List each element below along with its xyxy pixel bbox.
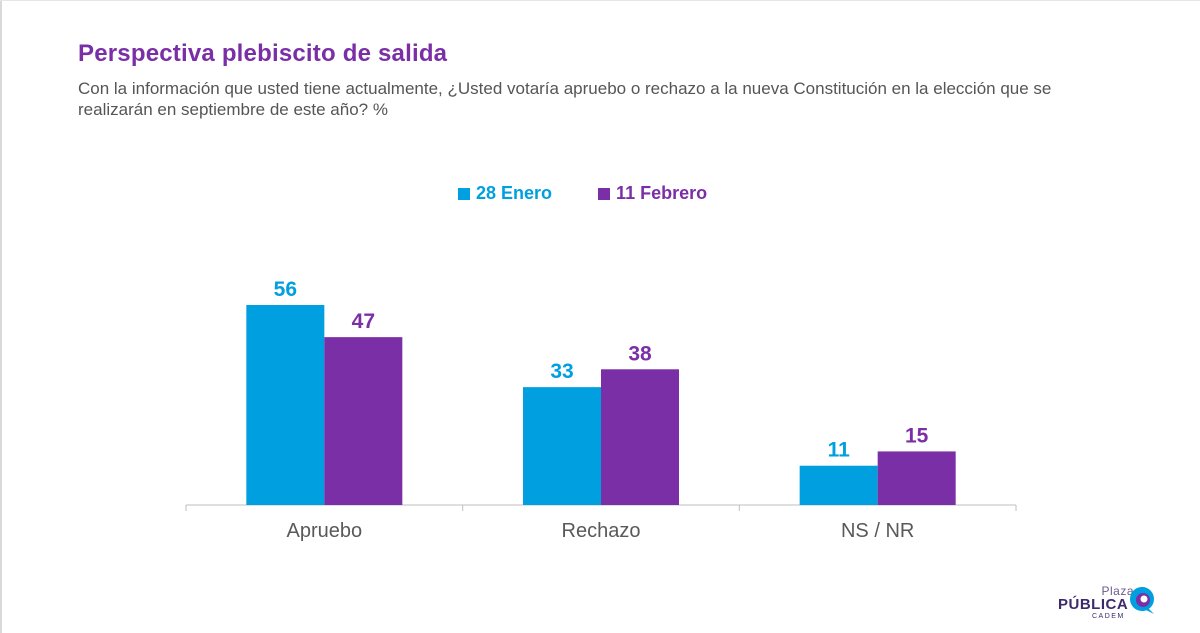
bar <box>601 369 679 505</box>
logo-text-publica: PÚBLICA <box>1058 596 1129 613</box>
plaza-publica-logo: Plaza PÚBLICA CADEM <box>1058 584 1178 624</box>
legend-label-series-1: 28 Enero <box>476 183 553 203</box>
x-tick-label: Rechazo <box>562 520 641 542</box>
bar <box>324 337 403 505</box>
bar <box>246 305 325 505</box>
legend-item-series-1: 28 Enero <box>458 183 552 204</box>
data-label: 56 <box>274 278 297 301</box>
x-tick-label: NS / NR <box>841 520 914 542</box>
data-label: 15 <box>905 424 929 447</box>
chart-legend: 28 Enero 11 Febrero <box>458 183 707 204</box>
bar <box>877 451 956 505</box>
logo-text-plaza: Plaza <box>1101 584 1134 598</box>
chart-subtitle: Con la información que usted tiene actua… <box>78 79 1052 119</box>
data-label: 33 <box>550 360 573 383</box>
legend-swatch-series-2 <box>598 187 611 200</box>
data-label: 38 <box>628 342 652 365</box>
bar <box>799 465 878 505</box>
data-label: 47 <box>352 310 375 333</box>
legend-label-series-2: 11 Febrero <box>616 183 708 203</box>
frame-top-border <box>0 0 1200 1</box>
logo-text-cadem: CADEM <box>1092 613 1125 620</box>
speech-bubble-icon <box>1130 587 1154 614</box>
x-tick-label: Apruebo <box>287 520 363 542</box>
bar <box>523 387 601 505</box>
chart-title: Perspectiva plebiscito de salida <box>78 40 448 67</box>
data-label: 11 <box>828 439 851 462</box>
legend-swatch-series-1 <box>458 187 470 200</box>
frame-left-border <box>0 0 2 633</box>
legend-item-series-2: 11 Febrero <box>598 183 707 204</box>
